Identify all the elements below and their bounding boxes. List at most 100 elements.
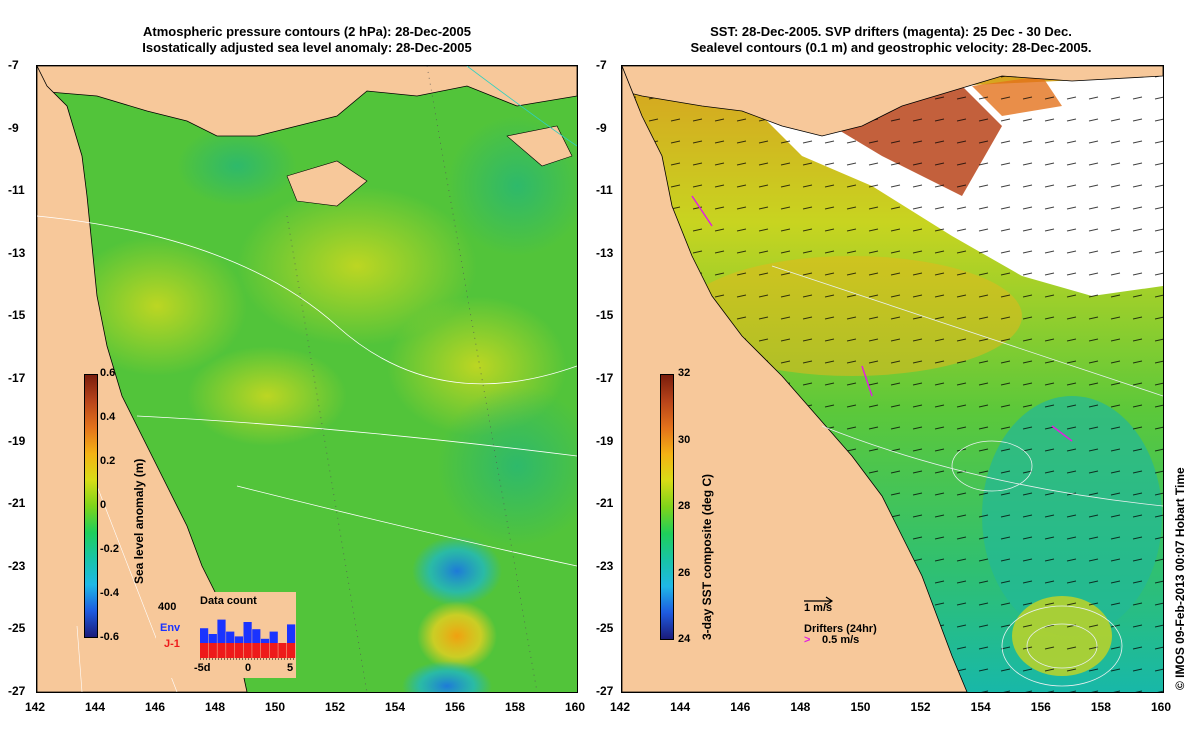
left-lat-tick: -11 [8,183,25,198]
left-lon-tick: 152 [325,700,346,714]
left-lon-tick: 146 [145,700,166,714]
left-lon-tick: 142 [25,700,46,714]
inset-bar-j1 [200,643,209,658]
right-lat-tick: -21 [596,496,614,511]
right-lon-tick: 146 [730,700,751,714]
inset-bar-j1 [234,643,243,658]
right-lon-tick: 156 [1030,700,1051,714]
colorbar-tick: -0.6 [100,631,119,643]
right-title-line1: SST: 28-Dec-2005. SVP drifters (magenta)… [710,24,1072,39]
colorbar-tick: 28 [678,500,691,512]
copyright-text: © IMOS 09-Feb-2013 00:07 Hobart Time [1173,467,1187,690]
right-lat-tick: -9 [596,120,607,135]
colorbar-tick: -0.2 [100,543,119,555]
right-lon-tick: 154 [970,700,991,714]
inset-xtick-2: 5 [287,662,294,674]
right-map-panel [621,65,1164,693]
inset-bar-env [200,628,209,643]
inset-bar-env [243,622,252,643]
inset-bar-env [217,619,226,643]
inset-bar-j1 [287,643,296,658]
right-lat-tick: -17 [596,371,614,385]
inset-bar-j1 [278,643,287,658]
right-lat-tick: -15 [596,308,614,323]
left-lon-tick: 156 [445,700,466,714]
right-lon-tick: 158 [1090,700,1111,714]
sea-level-colorbar-label: Sea level anomaly (m) [132,458,146,584]
drifter-scale-label: 0.5 m/s [822,634,860,646]
inset-bar-env [269,631,278,643]
inset-bar-j1 [208,643,217,658]
left-lat-tick: -25 [8,621,26,636]
colorbar-tick: 24 [678,633,691,645]
left-lon-tick: 148 [205,700,226,714]
inset-bar-env [287,624,296,643]
right-lat-tick: -23 [596,558,614,573]
left-lon-tick: 154 [385,700,406,714]
inset-bar-env [260,638,270,643]
inset-bar-j1 [269,643,278,658]
right-lat-tick: -13 [596,245,614,260]
left-lat-tick: -7 [8,58,19,72]
sst-map [622,66,1163,692]
inset-bar-env [252,629,261,643]
inset-bar-env [208,634,217,643]
sst-colorbar-label: 3-day SST composite (deg C) [700,473,714,640]
velocity-scale-label: 1 m/s [804,602,833,614]
right-lon-tick: 152 [910,700,931,714]
left-lat-tick: -9 [8,120,19,135]
left-title-line2: Isostatically adjusted sea level anomaly… [142,40,472,55]
left-lon-tick: 144 [85,700,106,714]
inset-bar-j1 [252,643,261,658]
right-lon-tick: 144 [670,700,691,714]
inset-bar-j1 [217,643,226,658]
colorbar-tick: 0.4 [100,411,116,423]
left-lat-tick: -13 [8,245,26,260]
left-lon-tick: 160 [565,700,586,714]
left-lat-tick: -21 [8,496,26,511]
inset-bar-chart [200,619,296,660]
sea-level-anomaly-map [37,66,577,692]
inset-bar-env [234,636,243,643]
drifters-label: Drifters (24hr) [804,623,877,635]
right-lat-tick: -25 [596,621,614,636]
inset-title: Data count [200,595,257,607]
left-lat-tick: -15 [8,308,26,323]
inset-series1-label: Env [160,622,181,634]
drifter-symbol: > [804,634,811,646]
left-lat-tick: -19 [8,433,26,448]
inset-xtick-0: -5d [194,662,211,674]
right-lat-tick: -7 [596,58,607,72]
sst-colorbar [660,374,674,640]
inset-bar-j1 [260,643,270,658]
inset-xtick-1: 0 [245,662,252,674]
colorbar-tick: 0 [100,499,107,511]
right-lon-tick: 150 [850,700,871,714]
colorbar-tick: 30 [678,433,691,446]
data-count-inset: Data count 400 Env J-1 -5d 0 5 [156,592,296,678]
right-lat-tick: -27 [596,684,614,698]
inset-bar-j1 [243,643,252,658]
colorbar-tick: 26 [678,566,691,579]
left-lat-tick: -23 [8,558,26,573]
right-lon-tick: 160 [1151,700,1172,714]
colorbar-tick: 32 [678,367,691,379]
left-lat-tick: -27 [8,684,26,698]
right-lat-tick: -11 [596,183,613,198]
right-lat-tick: -19 [596,433,614,448]
left-lon-tick: 158 [505,700,526,714]
colorbar-tick: 0.6 [100,367,116,379]
left-lat-tick: -17 [8,371,26,385]
colorbar-tick: 0.2 [100,455,116,467]
sea-level-colorbar [84,374,98,638]
left-lon-tick: 150 [265,700,286,714]
right-lon-tick: 142 [610,700,631,714]
right-lon-tick: 148 [790,700,811,714]
inset-bar-j1 [226,643,235,658]
colorbar-tick: -0.4 [100,587,119,599]
right-title-line2: Sealevel contours (0.1 m) and geostrophi… [690,40,1092,55]
inset-bar-env [226,631,235,643]
velocity-scale-arrow [804,596,834,606]
left-title-line1: Atmospheric pressure contours (2 hPa): 2… [143,24,471,39]
left-map-panel [36,65,578,693]
